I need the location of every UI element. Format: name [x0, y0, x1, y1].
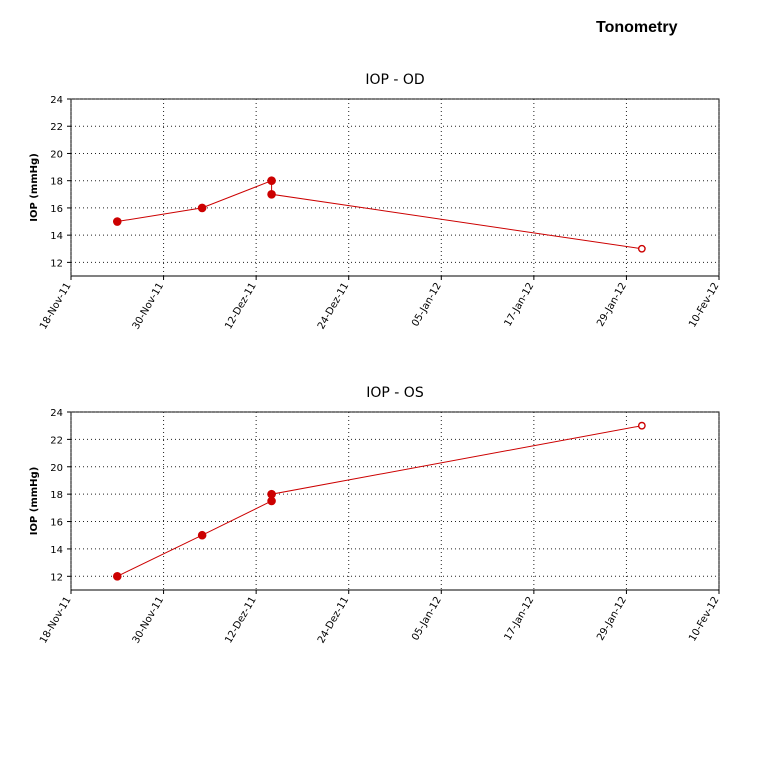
- x-tick-label: 10-Fev-12: [687, 281, 721, 330]
- y-tick-label: 14: [50, 231, 63, 242]
- page-title: Tonometry: [596, 19, 678, 36]
- y-tick-label: 16: [50, 204, 63, 215]
- data-point: [112, 572, 122, 581]
- y-tick-label: 22: [50, 435, 63, 446]
- x-tick-label: 17-Jan-12: [503, 281, 537, 329]
- plot-area: [70, 98, 720, 277]
- data-point: [112, 217, 122, 226]
- data-point: [197, 530, 207, 540]
- data-point: [267, 176, 276, 185]
- y-axis-label: IOP (mmHg): [29, 153, 40, 222]
- y-tick-label: 12: [50, 572, 63, 583]
- x-tick-label: 17-Jan-12: [503, 595, 537, 643]
- y-tick-label: 24: [50, 408, 63, 419]
- x-tick-label: 24-Dez-11: [316, 281, 351, 331]
- x-tick-label: 30-Nov-11: [131, 595, 166, 645]
- y-tick-label: 24: [50, 95, 63, 106]
- x-tick-label: 12-Dez-11: [223, 595, 258, 645]
- x-tick-label: 29-Jan-12: [595, 281, 629, 329]
- x-tick-label: 18-Nov-11: [38, 281, 73, 331]
- x-tick-label: 10-Fev-12: [687, 595, 721, 644]
- chart-title: IOP - OD: [365, 72, 424, 88]
- y-tick-label: 18: [50, 490, 63, 501]
- x-tick-label: 12-Dez-11: [223, 281, 258, 331]
- data-point-open: [637, 244, 646, 253]
- y-tick-label: 20: [50, 463, 63, 474]
- data-point: [197, 203, 207, 213]
- chart-title: IOP - OS: [366, 385, 424, 401]
- y-tick-label: 18: [50, 177, 63, 188]
- data-point: [267, 489, 276, 499]
- chart-iop-os: 12 14 16 18 20 22 24 18-Nov-11 30-Nov-11 12-Dez-1…: [29, 385, 722, 645]
- y-tick-label: 14: [50, 545, 63, 556]
- chart-iop-od: 12 14 16 18 20 22 24 18-Nov-11 30-Nov-11 12-Dez-1…: [29, 72, 722, 331]
- x-tick-label: 24-Dez-11: [316, 595, 351, 645]
- x-tick-label: 18-Nov-11: [38, 595, 73, 645]
- y-tick-label: 20: [50, 149, 63, 160]
- y-tick-label: 12: [50, 258, 63, 269]
- data-point-open: [637, 421, 646, 430]
- y-tick-label: 22: [50, 122, 63, 133]
- x-tick-label: 05-Jan-12: [410, 595, 444, 643]
- plot-area: [70, 411, 720, 591]
- y-axis-label: IOP (mmHg): [29, 467, 40, 536]
- x-tick-label: 05-Jan-12: [410, 281, 444, 329]
- x-tick-label: 30-Nov-11: [131, 281, 166, 331]
- y-tick-label: 16: [50, 518, 63, 529]
- x-tick-label: 29-Jan-12: [595, 595, 629, 643]
- data-point: [267, 190, 276, 199]
